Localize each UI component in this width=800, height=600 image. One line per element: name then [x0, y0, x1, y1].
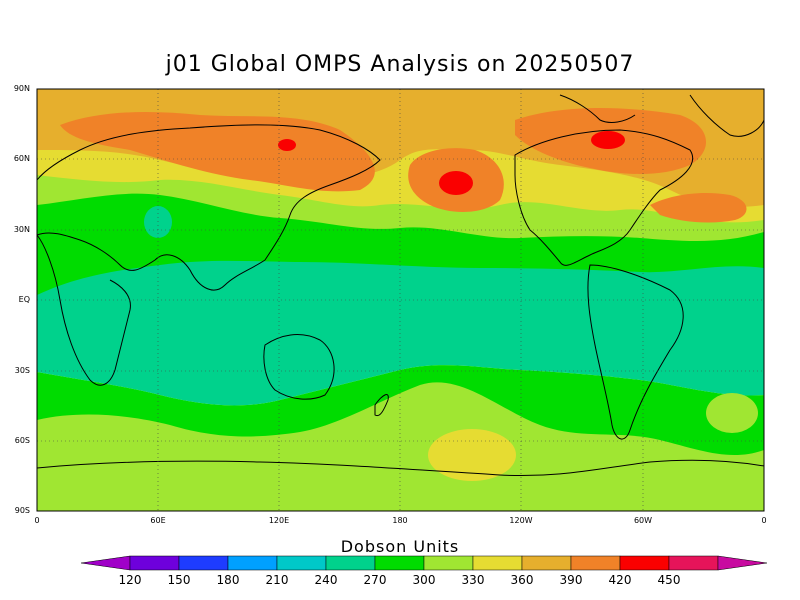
colorbar-cell [129, 555, 180, 571]
colorbar-cell [178, 555, 229, 571]
colorbar-cell [276, 555, 327, 571]
lon-label-60e: 60E [150, 516, 166, 525]
colorbar-cell [325, 555, 376, 571]
colorbar-cell [570, 555, 621, 571]
colorbar-cell [668, 555, 719, 571]
colorbar-cell [472, 555, 523, 571]
colorbar-tick-label: 330 [461, 573, 485, 587]
coastlines [37, 94, 764, 477]
colorbar-arrow-high [717, 555, 768, 571]
lon-label-0-left: 0 [34, 516, 40, 525]
chart-title: j01 Global OMPS Analysis on 20250507 [165, 52, 635, 77]
lat-label-60s: 60S [14, 436, 30, 445]
red-max-siberia [278, 139, 296, 151]
colorbar-tick-label: 300 [412, 573, 436, 587]
lat-label-90n: 90N [13, 84, 30, 93]
red-max-pacific [439, 171, 473, 195]
colorbar-tick-label: 180 [216, 573, 240, 587]
colorbar [80, 555, 768, 571]
lat-label-eq: EQ [18, 295, 30, 304]
green-blob-south-atlantic [706, 393, 758, 433]
lon-label-180: 180 [392, 516, 408, 525]
plot-frame [36, 88, 765, 512]
colorbar-tick-label: 150 [167, 573, 191, 587]
colorbar-cell [227, 555, 278, 571]
colorbar-cell [374, 555, 425, 571]
yellow-blob-south-pacific [428, 429, 516, 481]
colorbar-tick-label: 390 [559, 573, 583, 587]
lat-label-30s: 30S [14, 366, 30, 375]
orange-high-siberia [60, 112, 375, 192]
colorbar-tick-label: 360 [510, 573, 534, 587]
band-330-360-south [37, 382, 764, 511]
lat-label-60n: 60N [13, 154, 30, 163]
lon-label-120e: 120E [268, 516, 290, 525]
orange-high-atlantic [650, 193, 747, 223]
colorbar-tick-label: 420 [608, 573, 632, 587]
colorbar-tick-label: 270 [363, 573, 387, 587]
lon-label-120w: 120W [509, 516, 533, 525]
lat-label-90s: 90S [14, 506, 30, 515]
band-270-300-tropics [37, 260, 764, 406]
colorbar-tick-label: 240 [314, 573, 338, 587]
colorbar-title: Dobson Units [340, 537, 460, 556]
colorbar-cell [423, 555, 474, 571]
colorbar-tick-label: 210 [265, 573, 289, 587]
colorbar-tick-label: 120 [118, 573, 142, 587]
colorbar-cell [521, 555, 572, 571]
colorbar-tick-label: 450 [657, 573, 681, 587]
lon-label-0-right: 0 [761, 516, 767, 525]
colorbar-cell [619, 555, 670, 571]
red-max-canada [591, 131, 625, 149]
lat-label-30n: 30N [13, 225, 30, 234]
lon-label-60w: 60W [633, 516, 653, 525]
colorbar-arrow-low [80, 555, 131, 571]
